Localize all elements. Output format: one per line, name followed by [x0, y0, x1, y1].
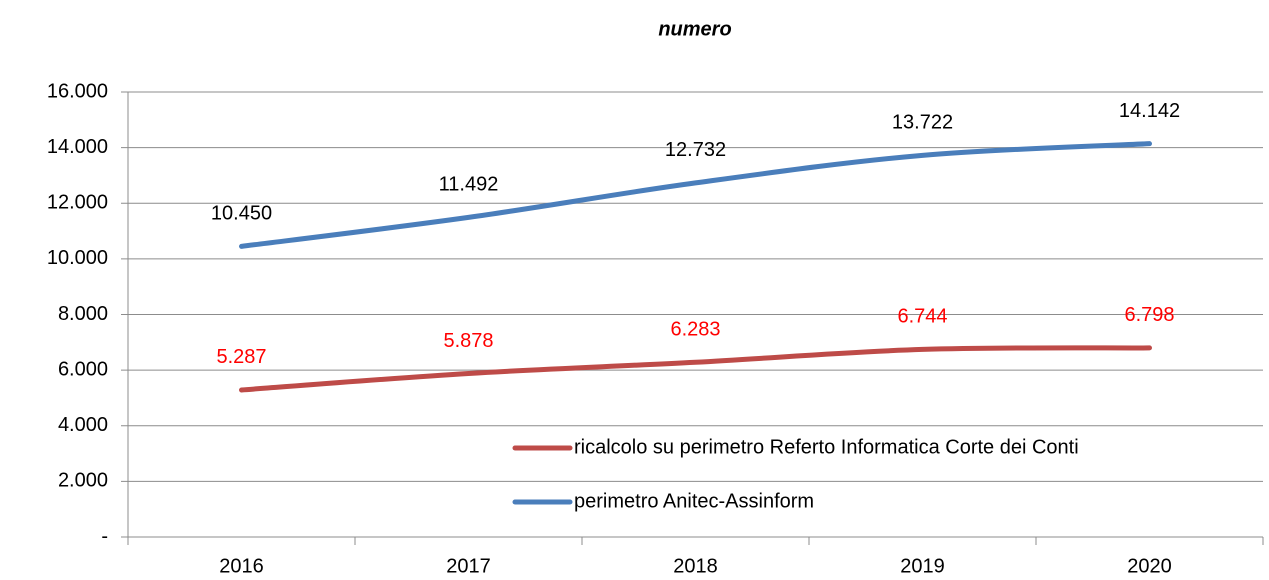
y-tick-label: 4.000: [58, 414, 108, 436]
legend-label: perimetro Anitec-Assinform: [574, 490, 814, 512]
y-tick-label: 10.000: [47, 247, 108, 269]
data-label: 6.744: [897, 306, 947, 328]
y-tick-label: -: [101, 525, 108, 547]
y-tick-label: 12.000: [47, 192, 108, 214]
y-tick-label: 14.000: [47, 136, 108, 158]
data-label: 13.722: [892, 112, 953, 134]
y-tick-label: 6.000: [58, 358, 108, 380]
data-label: 12.732: [665, 139, 726, 161]
y-tick-label: 8.000: [58, 303, 108, 325]
data-label: 5.287: [216, 346, 266, 368]
series-line: [239, 141, 1152, 249]
data-label: 6.283: [670, 319, 720, 341]
x-tick-label: 2019: [900, 555, 945, 577]
data-label: 10.450: [211, 203, 272, 225]
chart-title: numero: [658, 18, 731, 40]
data-label: 5.878: [443, 330, 493, 352]
data-label: 11.492: [439, 174, 499, 196]
data-label: 14.142: [1119, 100, 1180, 122]
series-line: [239, 345, 1152, 393]
x-tick-label: 2016: [219, 555, 264, 577]
x-tick-label: 2020: [1127, 555, 1172, 577]
y-tick-label: 2.000: [58, 470, 108, 492]
x-tick-label: 2018: [673, 555, 718, 577]
y-tick-label: 16.000: [47, 80, 108, 102]
x-tick-label: 2017: [446, 555, 491, 577]
legend-label: ricalcolo su perimetro Referto Informati…: [574, 436, 1079, 458]
data-label: 6.798: [1124, 304, 1174, 326]
